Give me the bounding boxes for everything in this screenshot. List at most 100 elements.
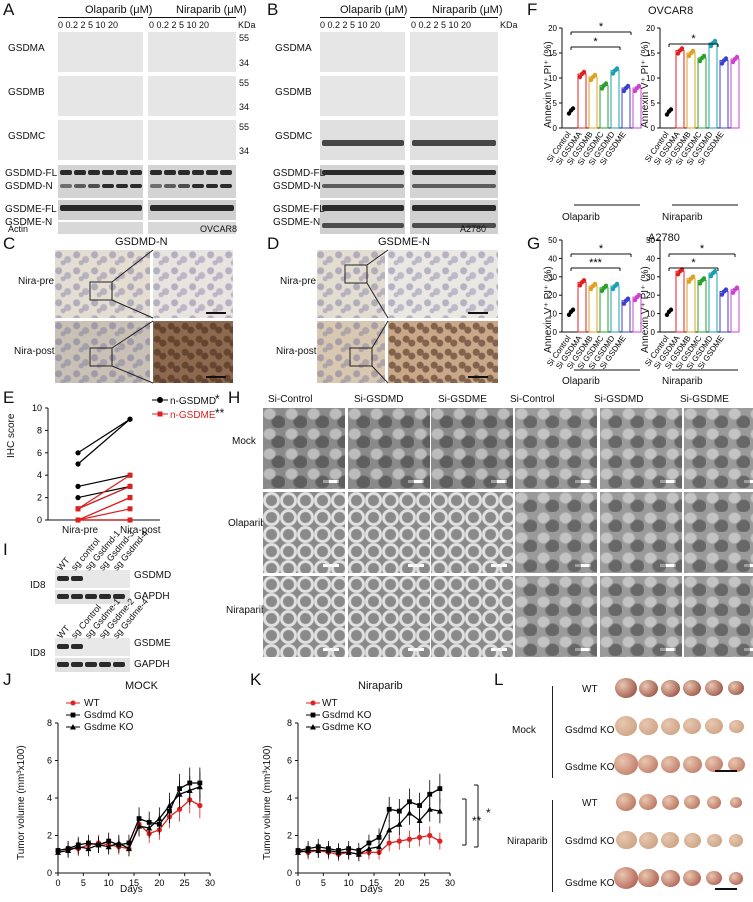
k-point xyxy=(396,821,403,827)
h-col-4: Si-Control xyxy=(510,394,555,405)
j-ytick-label: 2 xyxy=(47,831,52,841)
e-pair-line xyxy=(77,474,131,487)
k-xtick-label: 15 xyxy=(369,878,379,888)
l-tumor xyxy=(683,718,701,735)
panel-g-treat-left: Olaparib xyxy=(562,376,600,387)
k-point xyxy=(386,806,392,812)
l-tumor xyxy=(705,756,723,773)
j-ytick-label: 8 xyxy=(47,718,52,728)
j-xtick-label: 20 xyxy=(154,878,164,888)
l-tumor xyxy=(660,869,680,887)
j-point xyxy=(186,787,193,793)
k-xtick-label: 5 xyxy=(321,878,326,888)
h-col-5: Si-GSDMD xyxy=(594,394,644,405)
f-left-ytick-label: 15 xyxy=(548,49,557,58)
panel-k-title: Niraparib xyxy=(358,680,403,692)
j-ytick-label: 0 xyxy=(47,868,52,878)
f-right-point xyxy=(712,38,718,44)
panel-g-ylabel-right: Annexin V⁺ PI⁺ (%) xyxy=(640,266,651,353)
h-micrograph xyxy=(600,576,682,657)
f-left-bar xyxy=(588,76,598,129)
l-tumor xyxy=(614,867,638,889)
label-gsdmd-fl-a: GSDMD-FL xyxy=(5,168,58,179)
g-right-ytick-label: 50 xyxy=(646,236,655,245)
g-left-point xyxy=(610,286,616,292)
panel-g-title: A2780 xyxy=(648,232,680,244)
l-row-3: Gsdme KO xyxy=(565,762,615,773)
conc-labels-nira: 0 0.2 2 5 10 20 xyxy=(149,20,210,30)
e-pair-line xyxy=(77,418,131,465)
h-scalebar xyxy=(575,648,591,651)
g-sig-bracket-label: * xyxy=(599,243,604,255)
ihc-c-post-high xyxy=(153,321,233,383)
panel-label-l: L xyxy=(494,670,504,689)
legend-e-gsdme-sig: ** xyxy=(215,406,225,420)
h-col-3: Si-GSDME xyxy=(438,394,487,405)
k-point xyxy=(426,806,433,812)
l-tumor xyxy=(637,868,659,888)
panel-k-xlabel: Days xyxy=(360,884,383,895)
l-scalebar xyxy=(715,770,737,772)
g-left-point xyxy=(632,297,638,303)
h-micrograph xyxy=(515,408,597,489)
mw-a-1: 55 xyxy=(239,33,250,43)
l-tumor xyxy=(683,680,701,697)
l-tumor xyxy=(729,834,743,847)
h-micrograph xyxy=(348,492,430,573)
h-row-ola: Olaparib xyxy=(228,518,266,529)
g-left-point xyxy=(625,296,631,301)
g-right-point xyxy=(734,285,740,290)
mw-a-2: 34 xyxy=(239,58,250,68)
k-xtick-label: 30 xyxy=(445,878,455,888)
f-left-point xyxy=(599,86,605,91)
e-point xyxy=(75,450,81,456)
g-right-ytick-label: 0 xyxy=(651,328,656,337)
j-legend-gsdme: Gsdme KO xyxy=(84,722,134,733)
l-tumor xyxy=(615,830,637,850)
f-right-point xyxy=(679,46,685,51)
label-gsdma-a: GSDMA xyxy=(8,43,45,54)
j-legend-marker xyxy=(70,712,76,718)
e-point xyxy=(127,517,133,523)
panel-e-xcat-post: Nira-post xyxy=(120,525,161,536)
f-right-ytick-label: 0 xyxy=(651,124,656,133)
f-left-ytick-label: 10 xyxy=(548,74,557,83)
i-cell-top: ID8 xyxy=(30,580,46,591)
ihc-c-title: GSDMD-N xyxy=(115,236,168,248)
k-xtick-label: 25 xyxy=(420,878,430,888)
g-right-point xyxy=(690,274,696,279)
label-gsdme-n-b: GSDME-N xyxy=(273,217,321,228)
h-scalebar xyxy=(575,480,591,483)
k-legend-wt: WT xyxy=(322,698,338,709)
g-right-ytick-label: 20 xyxy=(646,291,655,300)
ihc-d-title: GSDME-N xyxy=(378,236,430,248)
f-left-point xyxy=(577,74,583,80)
g-right-bar xyxy=(730,289,740,333)
g-right-point xyxy=(686,279,692,284)
j-point xyxy=(65,847,72,853)
f-left-point xyxy=(625,83,631,89)
l-tumor xyxy=(707,796,721,809)
g-right-ytick-label: 40 xyxy=(646,254,655,263)
label-gsdmd-fl-b: GSDMD-FL xyxy=(273,168,326,179)
panel-label-k: K xyxy=(250,670,262,689)
e-point xyxy=(127,483,133,489)
k-ytick-label: 0 xyxy=(287,868,292,878)
l-tumor xyxy=(682,755,702,773)
h-scalebar xyxy=(660,480,676,483)
f-right-point xyxy=(708,43,714,49)
h-micrograph xyxy=(263,492,345,573)
g-sig-bracket-label: *** xyxy=(589,257,603,269)
h-micrograph xyxy=(600,492,682,573)
l-tumor xyxy=(706,871,722,886)
h-micrograph xyxy=(263,408,345,489)
f-right-point xyxy=(668,107,674,112)
j-point xyxy=(146,825,153,831)
f-left-point xyxy=(632,88,638,94)
j-point xyxy=(55,849,61,855)
olaparib-header-b: Olaparib (μM) xyxy=(340,4,408,16)
l-row-1: WT xyxy=(582,684,598,695)
g-right-ytick-label: 10 xyxy=(646,310,655,319)
e-ytick-label: 6 xyxy=(37,448,42,458)
ihc-c-pre-label: Nira-pre xyxy=(18,276,55,287)
